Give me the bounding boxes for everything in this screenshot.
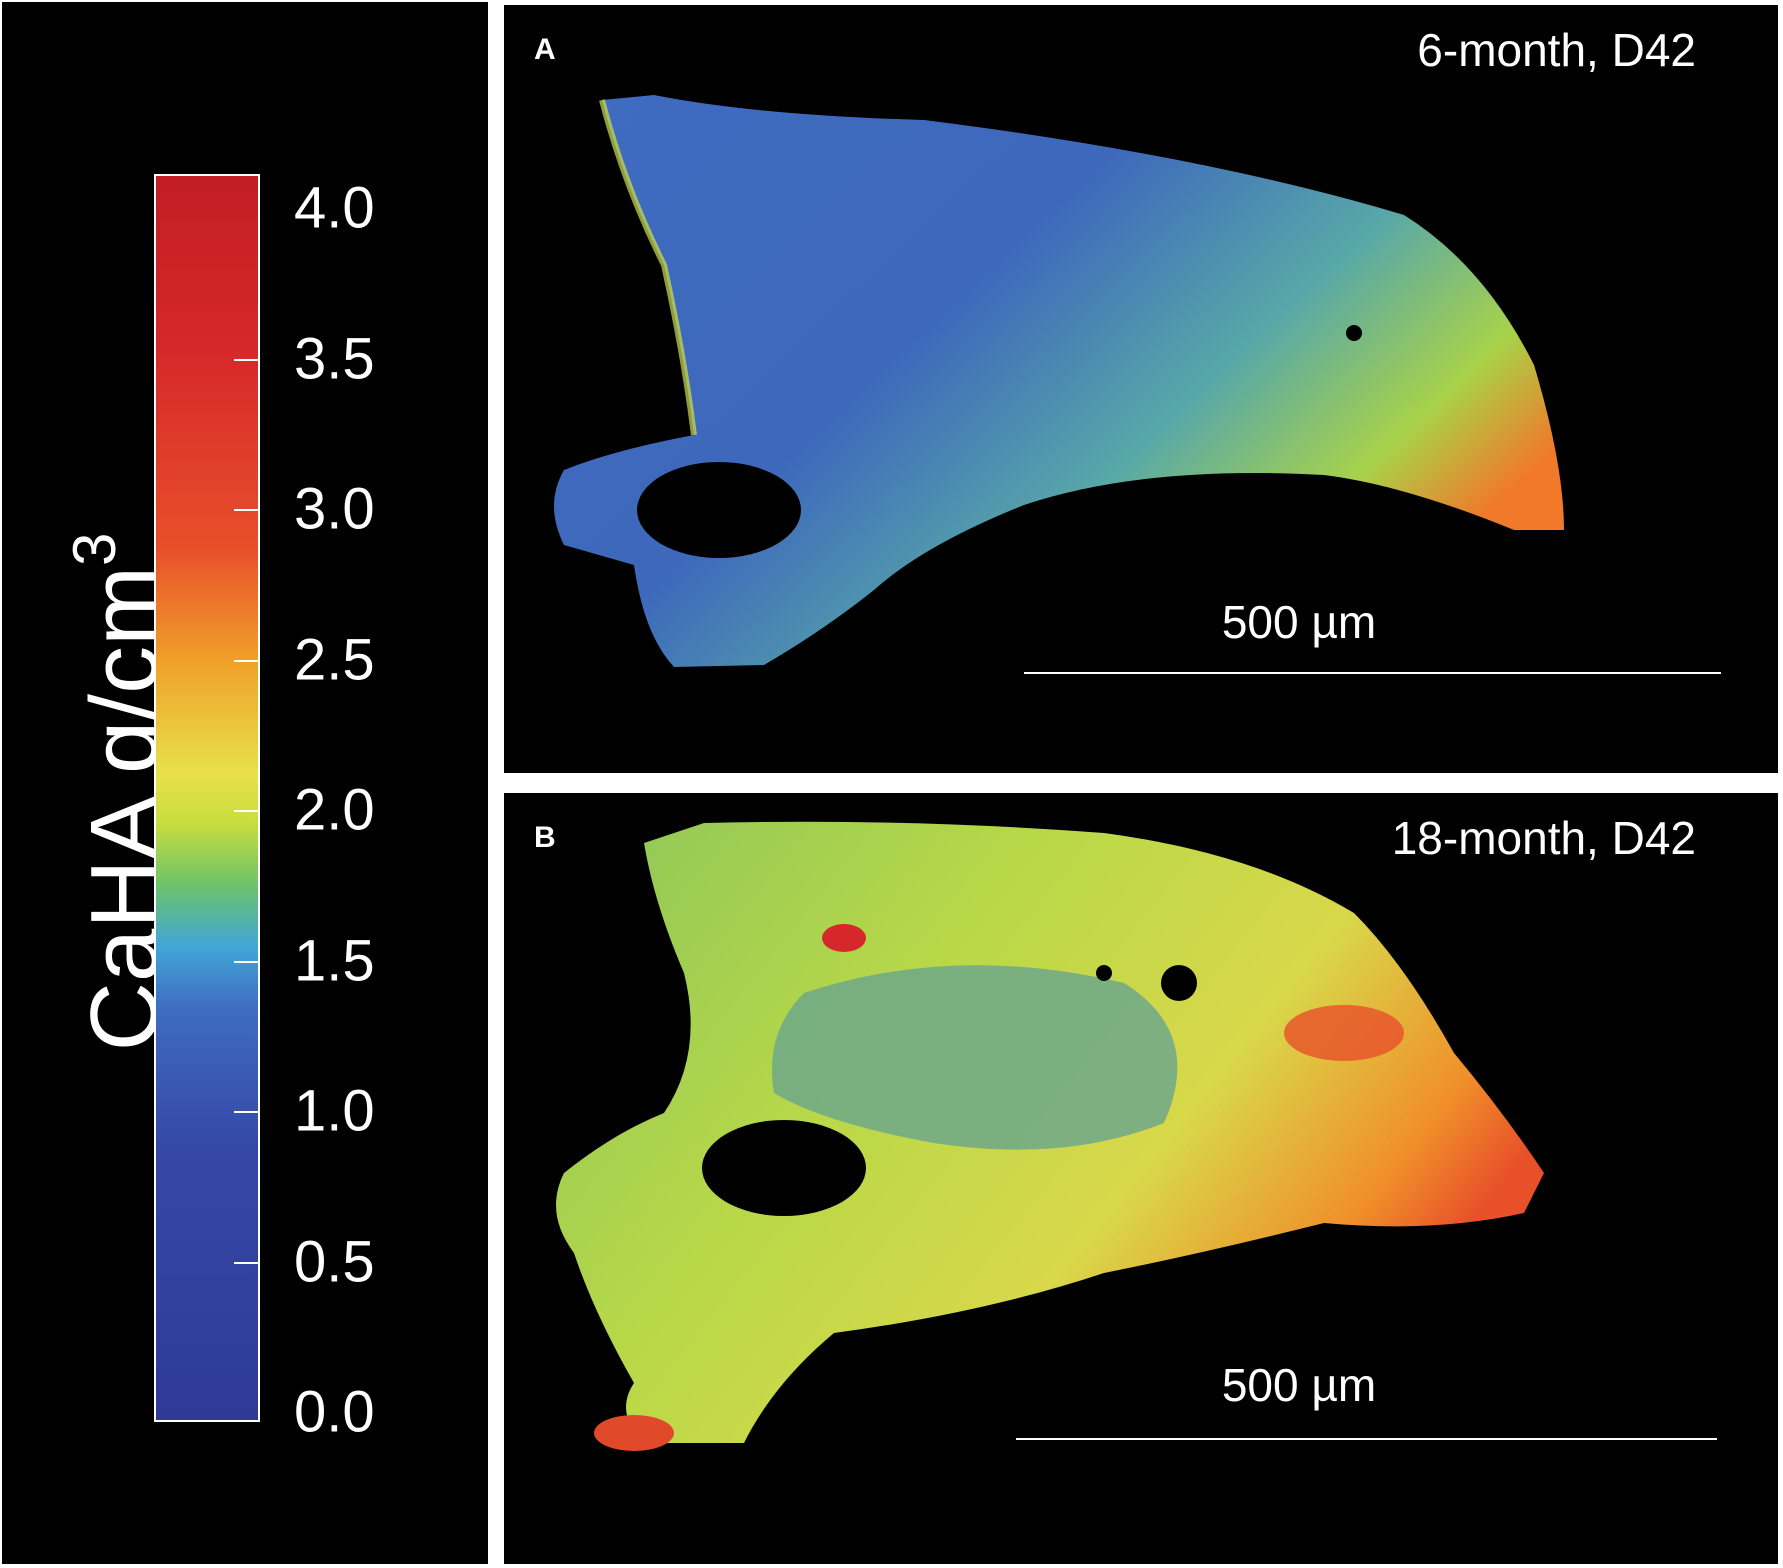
colorbar-legend-panel: CaHA g/cm3 4.0 3.5 3.0 2.5 2.0 1.5 1.0 0.5 0.0 bbox=[2, 2, 488, 1564]
colorbar-tick-label: 3.5 bbox=[294, 326, 375, 391]
canal-hole-a bbox=[637, 462, 801, 558]
colorbar-tick bbox=[234, 659, 258, 662]
colorbar-tick bbox=[234, 1261, 258, 1264]
scale-bar-a bbox=[1024, 672, 1721, 674]
pore-a bbox=[1346, 325, 1362, 341]
panel-caption-a: 6-month, D42 bbox=[1417, 24, 1696, 76]
panel-letter-a: A bbox=[534, 33, 556, 66]
canal-hole-b bbox=[702, 1120, 866, 1216]
high-density-edge-b bbox=[594, 1415, 674, 1451]
scale-label-b: 500 µm bbox=[1221, 1359, 1377, 1411]
panel-letter-b: B bbox=[534, 821, 556, 854]
pore-b-1 bbox=[1161, 965, 1197, 1001]
colorbar-tick-label: 2.0 bbox=[294, 777, 375, 843]
panel-b: B 18-month, D42 500 µm bbox=[504, 793, 1778, 1564]
colorbar-gradient bbox=[154, 174, 260, 1422]
high-density-spot-b bbox=[822, 924, 866, 952]
colorbar-tick-label: 1.0 bbox=[294, 1078, 375, 1144]
bone-edge-a bbox=[599, 99, 697, 436]
bone-specimen-image-b bbox=[556, 821, 1544, 1451]
colorbar-tick bbox=[234, 1111, 258, 1113]
colorbar-tick bbox=[234, 810, 258, 812]
bone-specimen-image-a bbox=[554, 95, 1564, 667]
colorbar-tick-label: 0.5 bbox=[294, 1229, 375, 1294]
scale-bar-b bbox=[1016, 1438, 1717, 1440]
panel-caption-b: 18-month, D42 bbox=[1391, 812, 1696, 864]
colorbar-tick-label: 0.0 bbox=[294, 1379, 375, 1445]
pore-b-2 bbox=[1096, 965, 1112, 981]
colorbar-tick-label: 1.5 bbox=[294, 928, 375, 993]
colorbar-tick-label: 4.0 bbox=[294, 175, 375, 241]
colorbar-tick bbox=[234, 960, 258, 963]
marrow-region-b bbox=[772, 965, 1178, 1150]
bone-shape-a bbox=[554, 95, 1564, 667]
scale-label-a: 500 µm bbox=[1221, 596, 1377, 648]
colorbar-tick bbox=[234, 358, 258, 361]
colorbar-tick-label: 3.0 bbox=[294, 476, 375, 542]
legend-title-superscript: 3 bbox=[61, 532, 128, 566]
colorbar-tick-label: 2.5 bbox=[294, 627, 375, 692]
panel-a: A 6-month, D42 500 µm bbox=[504, 5, 1778, 773]
high-density-region-b bbox=[1284, 1005, 1404, 1061]
colorbar-tick bbox=[234, 509, 258, 511]
